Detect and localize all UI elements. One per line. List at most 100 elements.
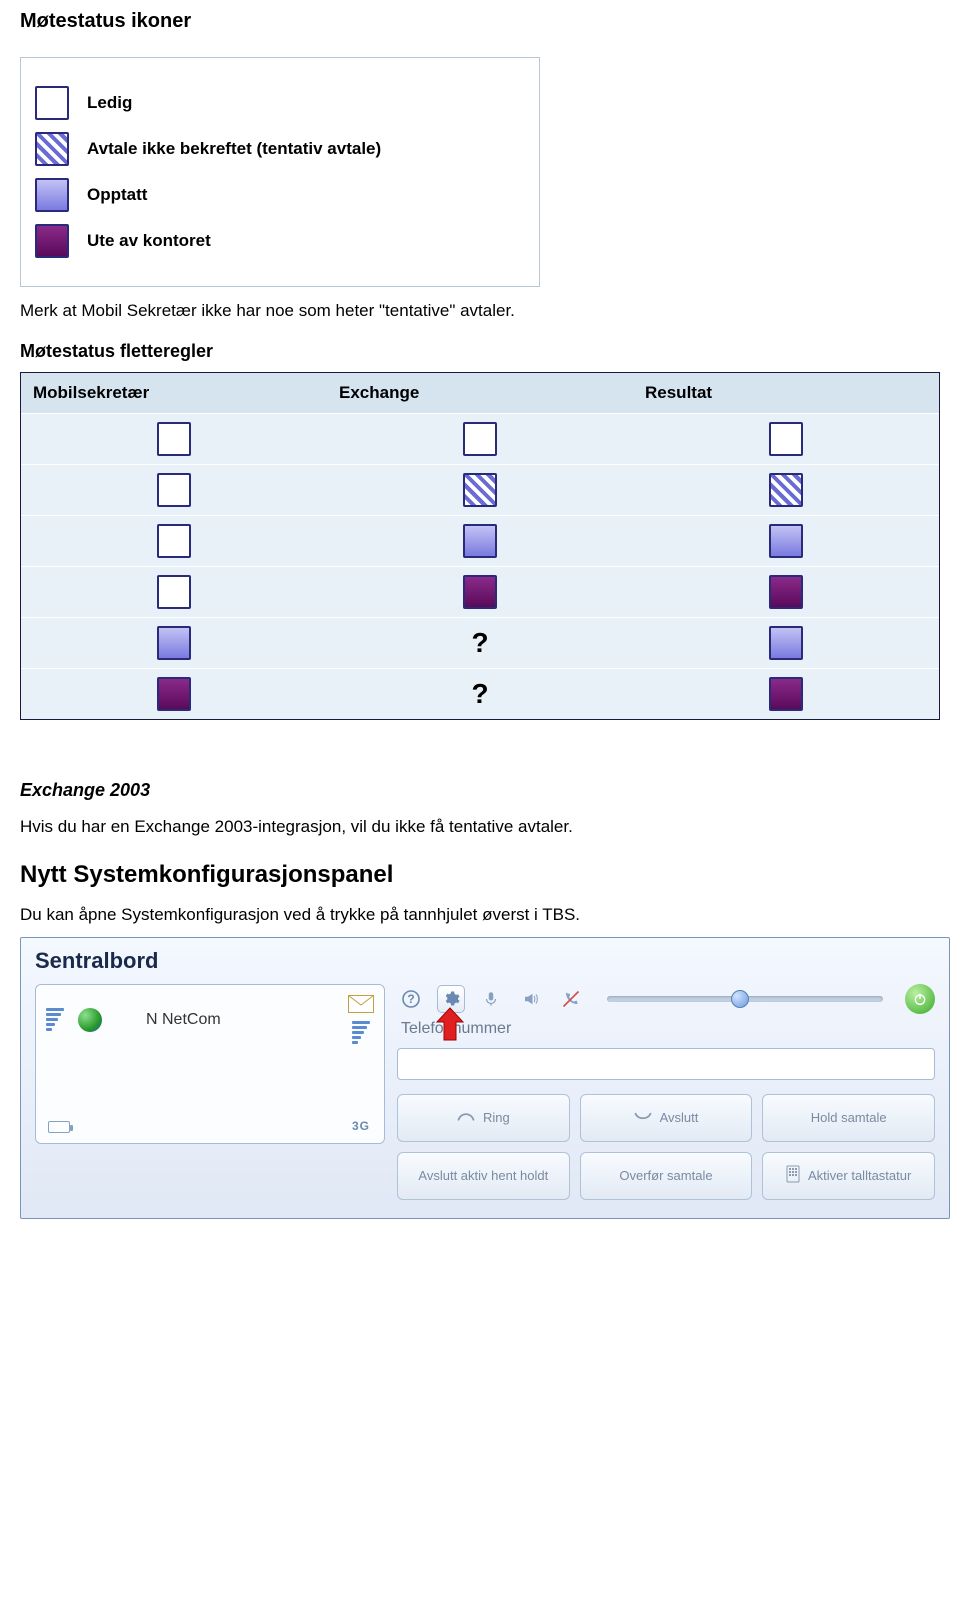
gear-icon[interactable] (437, 985, 465, 1013)
rules-cell (327, 465, 633, 515)
call-buttons: Ring Avslutt Hold samtale Avslutt aktiv … (397, 1094, 935, 1200)
rules-cell (327, 567, 633, 617)
avslutt-button[interactable]: Avslutt (580, 1094, 753, 1142)
swatch (157, 473, 191, 507)
swatch (157, 422, 191, 456)
rules-cell (633, 516, 939, 566)
rules-cell (21, 669, 327, 719)
signal-bars-icon (352, 1021, 370, 1044)
rules-row: ? (21, 617, 939, 668)
swatch-tentativ (35, 132, 69, 166)
toolbar: ? (397, 984, 935, 1014)
swatch (463, 422, 497, 456)
legend-label: Ledig (87, 93, 132, 113)
question-mark: ? (471, 678, 488, 710)
aktiver-button[interactable]: Aktiver talltastatur (762, 1152, 935, 1200)
legend-row: Ute av kontoret (35, 224, 525, 258)
swatch (769, 575, 803, 609)
svg-text:?: ? (407, 992, 414, 1006)
rules-table: Mobilsekretær Exchange Resultat ?? (20, 372, 940, 720)
swatch-opptatt (35, 178, 69, 212)
section4-title: Nytt Systemkonfigurasjonspanel (20, 861, 940, 889)
swatch (157, 575, 191, 609)
sentralbord-inner: N NetCom 3G ? (35, 984, 935, 1200)
rules-row (21, 413, 939, 464)
swatch (463, 473, 497, 507)
overfor-button[interactable]: Overfør samtale (580, 1152, 753, 1200)
phone-input[interactable] (397, 1048, 935, 1080)
hold-button[interactable]: Hold samtale (762, 1094, 935, 1142)
swatch (157, 677, 191, 711)
question-mark: ? (471, 627, 488, 659)
phone-down-icon (634, 1109, 652, 1127)
rules-cell: ? (327, 618, 633, 668)
power-button[interactable] (905, 984, 935, 1014)
swatch (769, 626, 803, 660)
carrier-label: N NetCom (146, 1011, 221, 1029)
col-header-1: Mobilsekretær (21, 373, 327, 413)
ring-label: Ring (483, 1111, 510, 1126)
network-badge: 3G (352, 1119, 370, 1133)
rules-body: ?? (21, 413, 939, 719)
status-top-row: N NetCom (46, 995, 374, 1044)
status-right-icons (348, 995, 374, 1044)
rules-cell (633, 414, 939, 464)
slider-thumb[interactable] (731, 990, 749, 1008)
keypad-icon (786, 1165, 800, 1187)
rules-cell (21, 618, 327, 668)
rules-cell (633, 465, 939, 515)
section1-note: Merk at Mobil Sekretær ikke har noe som … (20, 301, 940, 321)
hold-label: Hold samtale (811, 1111, 887, 1126)
legend-label: Opptatt (87, 185, 147, 205)
aktiver-label: Aktiver talltastatur (808, 1169, 911, 1184)
rules-cell (633, 669, 939, 719)
microphone-icon[interactable] (477, 985, 505, 1013)
col-header-3: Resultat (633, 373, 939, 413)
swatch (157, 626, 191, 660)
swatch (463, 524, 497, 558)
mail-icon (348, 995, 374, 1013)
rules-cell (633, 567, 939, 617)
mute-phone-icon[interactable] (557, 985, 585, 1013)
swatch (769, 473, 803, 507)
rules-row: ? (21, 668, 939, 719)
section3-title: Exchange 2003 (20, 780, 940, 801)
section1-title: Møtestatus ikoner (20, 10, 940, 33)
rules-row (21, 566, 939, 617)
swatch (157, 524, 191, 558)
help-icon[interactable]: ? (397, 985, 425, 1013)
sentralbord-panel: Sentralbord N NetCom 3G (20, 937, 950, 1219)
volume-slider[interactable] (607, 996, 883, 1002)
avslutt-aktiv-button[interactable]: Avslutt aktiv hent holdt (397, 1152, 570, 1200)
rules-row (21, 515, 939, 566)
status-card: N NetCom 3G (35, 984, 385, 1144)
rules-header: Mobilsekretær Exchange Resultat (21, 373, 939, 413)
rules-cell (327, 516, 633, 566)
rules-cell (327, 414, 633, 464)
section3-text: Hvis du har en Exchange 2003-integrasjon… (20, 817, 940, 837)
legend-row: Opptatt (35, 178, 525, 212)
sentralbord-right: ? (397, 984, 935, 1200)
overfor-label: Overfør samtale (619, 1169, 712, 1184)
legend-label: Avtale ikke bekreftet (tentativ avtale) (87, 139, 381, 159)
avslutt-label: Avslutt (660, 1111, 699, 1126)
swatch-ledig (35, 86, 69, 120)
swatch (769, 422, 803, 456)
speaker-icon[interactable] (517, 985, 545, 1013)
legend-row: Ledig (35, 86, 525, 120)
battery-icon (48, 1121, 70, 1133)
rules-cell (633, 618, 939, 668)
swatch (769, 677, 803, 711)
phone-label: Telefonnummer (401, 1020, 935, 1038)
swatch (769, 524, 803, 558)
rules-cell: ? (327, 669, 633, 719)
rules-cell (21, 414, 327, 464)
rules-cell (21, 567, 327, 617)
col-header-2: Exchange (327, 373, 633, 413)
rules-cell (21, 465, 327, 515)
ring-button[interactable]: Ring (397, 1094, 570, 1142)
sentralbord-title: Sentralbord (35, 948, 935, 974)
avslutt-aktiv-label: Avslutt aktiv hent holdt (418, 1169, 548, 1184)
section2-title: Møtestatus fletteregler (20, 341, 940, 362)
section4-text: Du kan åpne Systemkonfigurasjon ved å tr… (20, 905, 940, 925)
